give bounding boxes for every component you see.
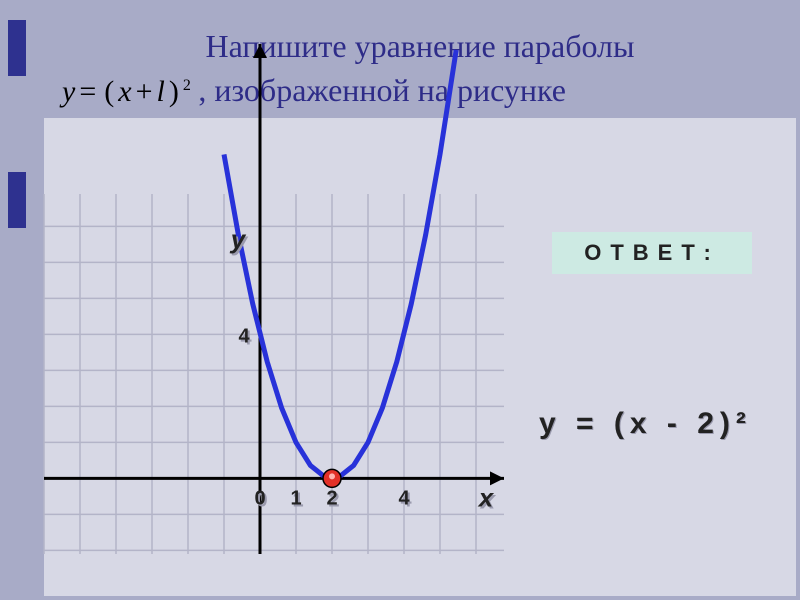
svg-text:4: 4 [238,325,250,347]
formula-general: y=(x+l)2 , изображенной на рисунке [62,72,566,109]
chart-area: 0011224444xxyy [44,194,504,554]
nav-tab-1[interactable] [8,20,26,76]
formula-open: ( [100,75,118,108]
formula-exp: 2 [183,77,191,94]
formula-close: ) [165,75,183,108]
title-line-1: Напишите уравнение параболы [80,28,760,65]
svg-text:4: 4 [398,487,410,509]
nav-tabs [8,20,26,228]
answer-equation: y = (x - 2)² y = (x - 2)² [540,408,753,442]
chart-svg: 0011224444xxyy [44,194,504,554]
svg-text:1: 1 [290,487,301,509]
formula-x: x [118,75,131,108]
svg-text:x: x [477,482,495,512]
svg-text:y: y [229,224,247,254]
answer-badge: ОТВЕТ: [552,232,752,274]
title-block: Напишите уравнение параболы [80,28,760,65]
answer-eq-fg: y = (x - 2)² [539,407,752,441]
nav-tab-2[interactable] [8,172,26,228]
vertex-point [323,469,341,487]
grid [44,194,504,554]
formula-y: y [62,75,75,108]
formula-l: l [157,75,165,108]
title-line-2: , изображенной на рисунке [198,72,566,108]
svg-text:0: 0 [254,487,265,509]
answer-label: ОТВЕТ: [584,240,720,266]
svg-text:2: 2 [326,487,337,509]
formula-plus: + [132,75,157,108]
formula-eq: = [75,75,100,108]
